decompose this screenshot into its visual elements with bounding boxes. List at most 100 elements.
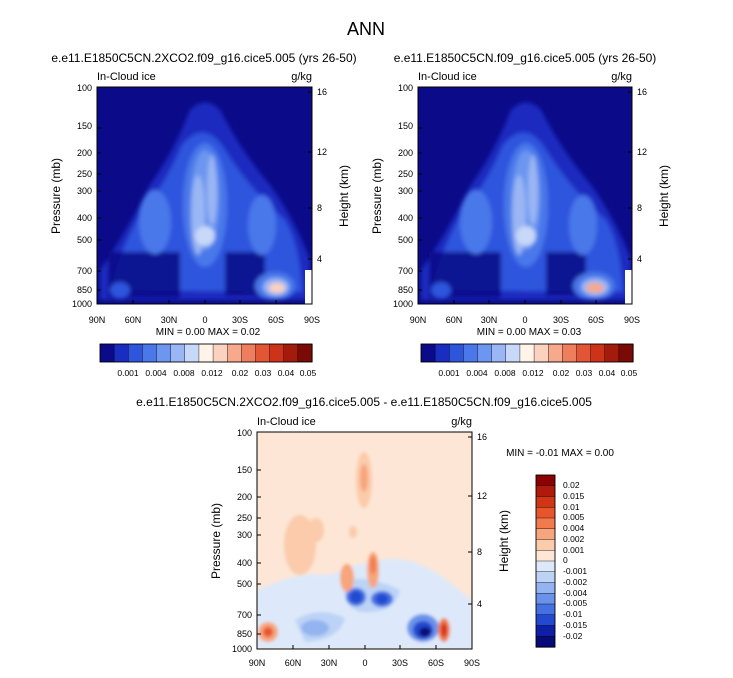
panel-1-colorbar-label: 0.03 — [255, 368, 272, 378]
panel-1-xtick: 30N — [161, 315, 178, 325]
panel-1-xtick: 60S — [268, 315, 284, 325]
colorbar-swatch — [535, 571, 556, 584]
panel-1-ytick: 200 — [77, 148, 92, 158]
panel-3-ytick: 400 — [237, 558, 252, 568]
panel-1-ytick: 400 — [77, 213, 92, 223]
colorbar-swatch — [576, 343, 592, 363]
panel-2-ytick: 300 — [398, 186, 413, 196]
colorbar-swatch — [535, 603, 556, 616]
panel-1-ytick: 850 — [77, 285, 92, 295]
panel-1-ytick: 500 — [77, 235, 92, 245]
colorbar-swatch — [590, 343, 606, 363]
panel-3-colorbar-label: 0.015 — [563, 491, 585, 501]
panel-2-ytick: 150 — [398, 121, 413, 131]
colorbar-swatch — [535, 636, 556, 648]
colorbar-swatch — [533, 343, 549, 363]
panel-1-colorbar-label: 0.05 — [300, 368, 317, 378]
panel-3-xtick: 60S — [428, 658, 444, 668]
panel-2-ylabel-right: Height (km) — [657, 165, 671, 227]
colorbar-swatch — [170, 343, 186, 363]
colorbar-swatch — [99, 343, 115, 363]
panel-3-contour-field — [257, 432, 472, 649]
panel-1-xtick: 0 — [202, 315, 207, 325]
panel-3-ytick: 200 — [237, 492, 252, 502]
panel-1-ylabel-right: Height (km) — [337, 165, 351, 227]
panel-3-xtick: 90N — [249, 658, 266, 668]
colorbar-swatch — [562, 343, 578, 363]
panel-2-ytick: 250 — [398, 169, 413, 179]
panel-2-colorbar-label: 0.001 — [438, 368, 460, 378]
colorbar-swatch — [434, 343, 450, 363]
colorbar-swatch — [142, 343, 158, 363]
panel-3: e.e11.E1850C5CN.2XCO2.f09_g16.cice5.005 … — [136, 395, 614, 668]
panel-3-ylabel-right: Height (km) — [497, 510, 511, 572]
colorbar-swatch — [505, 343, 521, 363]
panel-2-ytick: 500 — [398, 235, 413, 245]
panel-2-colorbar — [420, 343, 634, 363]
colorbar-swatch — [535, 550, 556, 562]
panel-1: e.e11.E1850C5CN.2XCO2.f09_g16.cice5.005 … — [49, 51, 357, 378]
colorbar-swatch — [255, 343, 271, 363]
colorbar-swatch — [297, 343, 313, 363]
panel-3-colorbar-label: -0.004 — [563, 588, 587, 598]
colorbar-swatch — [535, 582, 556, 594]
panel-3-colorbar-label: -0.002 — [563, 577, 587, 587]
panel-3-colorbar-label: -0.01 — [563, 609, 583, 619]
panel-3-colorbar-label: -0.015 — [563, 620, 587, 630]
colorbar-swatch — [519, 343, 535, 363]
panel-3-xtick: 30S — [392, 658, 408, 668]
colorbar-swatch — [535, 614, 556, 627]
colorbar-swatch — [535, 517, 556, 530]
panel-1-colorbar-label: 0.004 — [145, 368, 167, 378]
colorbar-swatch — [535, 474, 556, 487]
panel-3-colorbar-label: 0.02 — [563, 480, 580, 490]
panel-3-colorbar-label: 0.001 — [563, 545, 585, 555]
panel-3-ytick: 850 — [237, 629, 252, 639]
panel-3-ytick-right: 12 — [477, 491, 487, 501]
colorbar-swatch — [283, 343, 299, 363]
panel-2: e.e11.E1850C5CN.f09_g16.cice5.005 (yrs 2… — [370, 51, 671, 378]
panel-3-colorbar-label: 0.004 — [563, 523, 585, 533]
panel-2-xtick: 30N — [481, 315, 498, 325]
panel-2-min-max: MIN = 0.00 MAX = 0.03 — [477, 327, 582, 338]
panel-1-colorbar — [99, 343, 313, 363]
panel-2-colorbar-label: 0.02 — [553, 368, 570, 378]
colorbar-swatch — [548, 343, 563, 363]
panel-1-ytick: 250 — [77, 169, 92, 179]
panel-3-xtick: 60N — [285, 658, 302, 668]
panel-1-xtick: 30S — [232, 315, 248, 325]
panel-1-xtick: 60N — [125, 315, 142, 325]
panel-1-title: e.e11.E1850C5CN.2XCO2.f09_g16.cice5.005 … — [51, 51, 356, 65]
panel-3-colorbar-label: 0.002 — [563, 534, 585, 544]
panel-1-colorbar-label: 0.04 — [278, 368, 295, 378]
colorbar-swatch — [535, 593, 556, 605]
panel-2-contour-field — [418, 87, 632, 304]
panel-1-xtick: 90S — [304, 315, 320, 325]
panel-2-xtick: 90N — [410, 315, 427, 325]
panel-2-xtick: 60N — [446, 315, 463, 325]
panel-2-ytick-right: 4 — [637, 254, 642, 264]
panel-1-colorbar-label: 0.008 — [173, 368, 195, 378]
panel-3-field-label: In-Cloud ice — [257, 416, 316, 428]
colorbar-swatch — [535, 507, 556, 519]
panel-1-min-max: MIN = 0.00 MAX = 0.02 — [156, 327, 261, 338]
panel-1-colorbar-label: 0.02 — [232, 368, 249, 378]
panel-1-ytick-right: 4 — [317, 254, 322, 264]
panel-2-ytick: 700 — [398, 266, 413, 276]
panel-2-colorbar-label: 0.04 — [599, 368, 616, 378]
panel-2-colorbar-label: 0.008 — [494, 368, 516, 378]
panel-2-xtick: 60S — [588, 315, 604, 325]
panel-3-ytick: 250 — [237, 513, 252, 523]
panel-2-field-label: In-Cloud ice — [418, 71, 477, 83]
panel-2-ytick: 400 — [398, 213, 413, 223]
figure-title: ANN — [347, 19, 385, 39]
panel-2-ytick: 1000 — [393, 299, 413, 309]
panel-1-ytick: 1000 — [72, 299, 92, 309]
panel-2-title: e.e11.E1850C5CN.f09_g16.cice5.005 (yrs 2… — [394, 51, 657, 65]
colorbar-swatch — [463, 343, 479, 363]
panel-3-colorbar-label: -0.02 — [563, 631, 583, 641]
panel-2-colorbar-label: 0.03 — [576, 368, 593, 378]
panel-3-xtick: 30N — [321, 658, 338, 668]
panel-1-colorbar-label: 0.012 — [201, 368, 223, 378]
panel-2-ytick: 850 — [398, 285, 413, 295]
